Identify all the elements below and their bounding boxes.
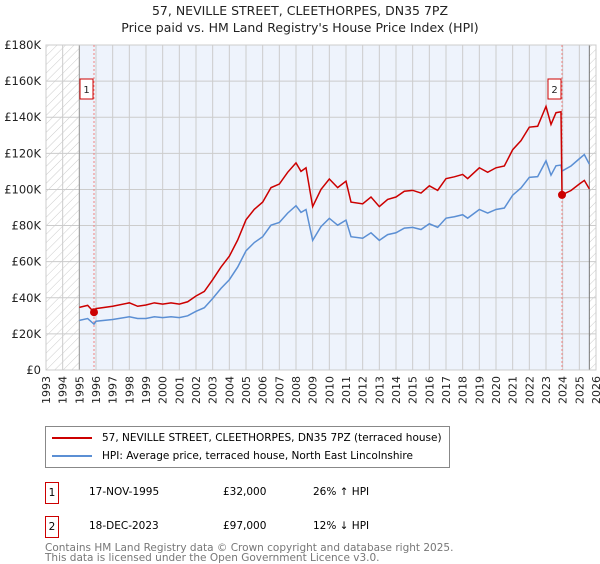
footer-licence: This data is licensed under the Open Gov… bbox=[45, 552, 380, 564]
x-tick-label: 2002 bbox=[190, 376, 203, 404]
chart-title: 57, NEVILLE STREET, CLEETHORPES, DN35 7P… bbox=[151, 3, 449, 18]
marker-badge: 2 bbox=[45, 516, 59, 538]
x-tick-label: 1993 bbox=[40, 376, 53, 404]
chart-subtitle: Price paid vs. HM Land Registry's House … bbox=[121, 20, 479, 35]
property-price-line bbox=[79, 104, 590, 314]
y-tick-label: £120K bbox=[4, 146, 41, 160]
y-tick-label: £100K bbox=[4, 182, 41, 196]
x-tick-label: 2014 bbox=[390, 376, 403, 404]
transaction-hpi: 26% ↑ HPI bbox=[313, 486, 370, 498]
legend: 57, NEVILLE STREET, CLEETHORPES, DN35 7P… bbox=[45, 426, 450, 468]
x-tick-label: 2010 bbox=[323, 376, 336, 404]
x-tick-label: 2019 bbox=[473, 376, 486, 404]
x-tick-label: 2024 bbox=[557, 376, 570, 404]
transaction-price: £97,000 bbox=[223, 520, 267, 532]
x-tick-label: 1994 bbox=[57, 376, 70, 404]
sale-label-box bbox=[79, 78, 94, 100]
transaction-price: £32,000 bbox=[223, 486, 267, 498]
x-tick-label: 2015 bbox=[407, 376, 420, 404]
legend-red-line bbox=[52, 437, 92, 439]
sale-label-box bbox=[547, 78, 562, 100]
x-tick-label: 2009 bbox=[307, 376, 320, 404]
x-tick-label: 2012 bbox=[357, 376, 370, 404]
transaction-date: 17-NOV-1995 bbox=[89, 486, 160, 498]
y-tick-label: £60K bbox=[12, 255, 42, 269]
sale-label: 1 bbox=[83, 85, 89, 96]
transaction-date: 18-DEC-2023 bbox=[89, 520, 159, 532]
hpi-line bbox=[79, 153, 590, 326]
x-tick-label: 2022 bbox=[523, 376, 536, 404]
x-tick-label: 2001 bbox=[173, 376, 186, 404]
y-tick-label: £20K bbox=[12, 327, 42, 341]
footer-copyright: Contains HM Land Registry data © Crown c… bbox=[45, 542, 454, 554]
plot-border bbox=[45, 44, 597, 371]
legend-hpi: HPI: Average price, terraced house, Nort… bbox=[102, 450, 413, 462]
x-tick-label: 1997 bbox=[107, 376, 120, 404]
transaction-row: 2 18-DEC-2023 £97,000 12% ↓ HPI bbox=[45, 516, 600, 538]
x-tick-label: 2011 bbox=[340, 376, 353, 404]
x-tick-label: 2026 bbox=[590, 376, 600, 404]
sale-point bbox=[558, 190, 566, 199]
legend-blue-line bbox=[52, 455, 92, 457]
x-tick-label: 2016 bbox=[423, 376, 436, 404]
x-tick-label: 1998 bbox=[123, 376, 136, 404]
x-tick-label: 2003 bbox=[207, 376, 220, 404]
legend-property: 57, NEVILLE STREET, CLEETHORPES, DN35 7P… bbox=[102, 432, 442, 444]
sale-label: 2 bbox=[551, 85, 557, 96]
x-tick-label: 1999 bbox=[140, 376, 153, 404]
x-tick-label: 2021 bbox=[507, 376, 520, 404]
transaction-row: 1 17-NOV-1995 £32,000 26% ↑ HPI bbox=[45, 482, 600, 504]
y-tick-label: £0 bbox=[26, 363, 41, 377]
sale-point bbox=[90, 308, 98, 317]
y-tick-label: £40K bbox=[12, 291, 42, 305]
x-tick-label: 1996 bbox=[90, 376, 103, 404]
x-tick-label: 2004 bbox=[223, 376, 236, 404]
x-tick-label: 2020 bbox=[490, 376, 503, 404]
transaction-hpi: 12% ↓ HPI bbox=[313, 520, 370, 532]
y-tick-label: £140K bbox=[4, 110, 41, 124]
x-tick-label: 1995 bbox=[73, 376, 86, 404]
x-tick-label: 2000 bbox=[157, 376, 170, 404]
hatch-after bbox=[589, 45, 596, 370]
x-tick-label: 2006 bbox=[257, 376, 270, 404]
x-tick-label: 2025 bbox=[573, 376, 586, 404]
y-tick-label: £180K bbox=[4, 38, 41, 52]
x-tick-label: 2018 bbox=[457, 376, 470, 404]
y-tick-label: £80K bbox=[12, 219, 42, 233]
marker-badge: 1 bbox=[45, 482, 59, 504]
price-chart: 1993 1994 1995 1996 1997 1998 1999 2000 2001 2002… bbox=[4, 38, 600, 404]
x-tick-label: 2017 bbox=[440, 376, 453, 404]
x-tick-label: 2007 bbox=[273, 376, 286, 404]
x-tick-label: 2008 bbox=[290, 376, 303, 404]
x-tick-label: 2005 bbox=[240, 376, 253, 404]
x-tick-label: 2023 bbox=[540, 376, 553, 404]
y-tick-label: £160K bbox=[4, 74, 41, 88]
x-tick-label: 2013 bbox=[373, 376, 386, 404]
